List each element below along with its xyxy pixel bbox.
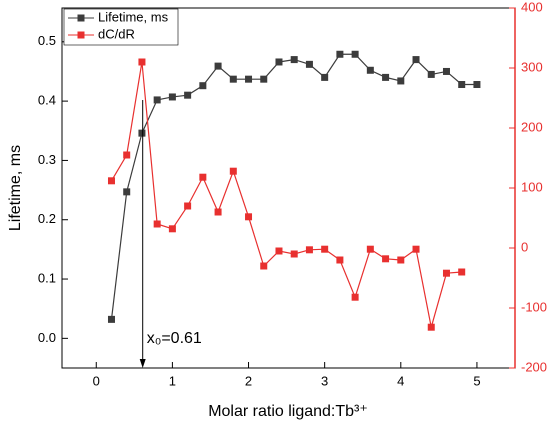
point xyxy=(336,50,344,58)
point xyxy=(107,177,115,185)
point xyxy=(138,129,146,137)
arrow-head xyxy=(139,359,146,368)
point xyxy=(366,245,374,253)
y2-tick-label: 200 xyxy=(521,119,543,134)
point xyxy=(214,62,222,70)
point xyxy=(153,96,161,104)
y-tick-label: 0.2 xyxy=(38,211,56,226)
point xyxy=(427,70,435,78)
point xyxy=(366,66,374,74)
y-tick-label: 0.1 xyxy=(38,270,56,285)
annotation-text: x₀=0.61 xyxy=(147,330,202,347)
y2-tick-label: -200 xyxy=(521,359,547,374)
point xyxy=(260,75,268,83)
point xyxy=(260,262,268,270)
x-tick-label: 5 xyxy=(473,373,480,388)
point xyxy=(184,202,192,210)
x-tick-label: 4 xyxy=(397,373,404,388)
y2-tick-label: 100 xyxy=(521,179,543,194)
series-line xyxy=(110,61,462,328)
point xyxy=(168,225,176,233)
point xyxy=(305,60,313,68)
point xyxy=(184,91,192,99)
point xyxy=(275,58,283,66)
point xyxy=(351,50,359,58)
point xyxy=(229,167,237,175)
point xyxy=(397,256,405,264)
legend-marker xyxy=(77,31,85,39)
point xyxy=(427,323,435,331)
y2-tick-label: 0 xyxy=(521,239,528,254)
x-axis-label: Molar ratio ligand:Tb³⁺ xyxy=(208,403,368,420)
point xyxy=(397,77,405,85)
point xyxy=(442,67,450,75)
point xyxy=(290,250,298,258)
point xyxy=(351,293,359,301)
point xyxy=(412,56,420,64)
point xyxy=(321,73,329,81)
legend-box xyxy=(63,8,179,46)
point xyxy=(458,268,466,276)
point xyxy=(442,269,450,277)
point xyxy=(123,188,131,196)
point xyxy=(382,255,390,263)
point xyxy=(168,93,176,101)
point xyxy=(123,151,131,159)
point xyxy=(199,173,207,181)
point xyxy=(245,213,253,221)
point xyxy=(412,245,420,253)
y-tick-label: 0.0 xyxy=(38,330,56,345)
point xyxy=(245,75,253,83)
plot-frame xyxy=(61,7,516,369)
point xyxy=(321,245,329,253)
point xyxy=(458,81,466,89)
legend-label: Lifetime, ms xyxy=(98,9,169,24)
y2-tick-label: 400 xyxy=(521,0,543,14)
y2-tick-label: -100 xyxy=(521,299,547,314)
x-tick-label: 3 xyxy=(321,373,328,388)
y2-tick-label: 300 xyxy=(521,59,543,74)
point xyxy=(336,256,344,264)
point xyxy=(305,246,313,254)
x-tick-label: 0 xyxy=(93,373,100,388)
point xyxy=(473,81,481,89)
point xyxy=(153,220,161,228)
x-tick-label: 2 xyxy=(245,373,252,388)
y-tick-label: 0.5 xyxy=(38,33,56,48)
point xyxy=(382,73,390,81)
x-tick-label: 1 xyxy=(169,373,176,388)
point xyxy=(138,58,146,66)
y-tick-label: 0.4 xyxy=(38,93,56,108)
legend-label: dC/dR xyxy=(98,26,135,41)
y-tick-label: 0.3 xyxy=(38,152,56,167)
point xyxy=(214,208,222,216)
point xyxy=(107,315,115,323)
y-axis-label: Lifetime, ms xyxy=(7,145,24,231)
point xyxy=(229,75,237,83)
legend-marker xyxy=(77,14,85,22)
point xyxy=(199,82,207,90)
point xyxy=(275,247,283,255)
point xyxy=(290,56,298,64)
